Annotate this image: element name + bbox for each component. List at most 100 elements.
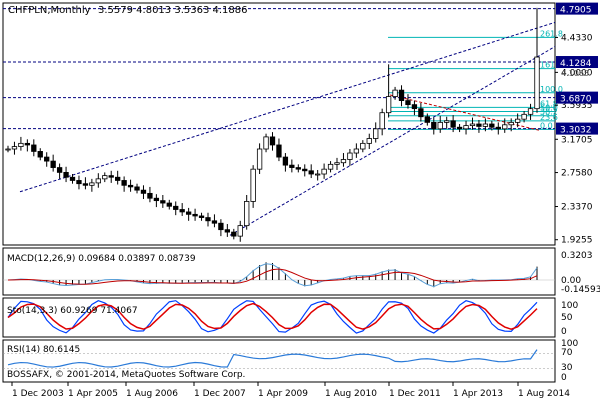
candle-body [153,197,160,202]
rsi-tick-label: 30 [561,363,573,373]
stoch-signal [7,302,538,331]
candle-body [102,175,108,180]
candle-body [534,56,540,110]
price-tick-label: 4.4330 [561,33,593,43]
price-badge [556,122,598,135]
price-badge-label: 3.6870 [560,95,592,105]
candle-body [250,168,256,202]
candle-body [366,138,372,144]
candle-body [437,121,443,130]
chart-header-ohlc: 3.5579 4.8013 3.5363 4.1886 [98,5,248,16]
time-tick-label: 1 Aug 2014 [518,389,570,399]
candle-body [521,113,527,120]
red-trendline [389,94,541,131]
candle-body [353,148,360,154]
candle-body [37,151,43,158]
fib-label: 100.0 [540,85,563,94]
candle-body [379,112,385,130]
time-tick-label: 1 Dec 2011 [389,389,441,399]
stoch-main [7,300,538,334]
price-badge [556,56,598,69]
stoch-panel-frame [2,297,556,338]
macd-line [7,263,538,288]
channel-lower [229,46,556,236]
main-panel-frame [2,2,556,246]
stoch-tick-label: 0 [561,327,567,337]
stoch-tick-label: 100 [561,301,578,311]
macd-panel-frame [2,247,556,296]
macd-signal [7,268,538,285]
candle-body [373,128,379,139]
rsi-tick-label: 70 [561,348,573,358]
candle-body [295,167,301,170]
candle-body [134,186,140,191]
candle-body [334,162,340,165]
candle-body [469,123,476,127]
candle-body [418,108,424,118]
candle-body [431,121,437,130]
fib-label: 61.8 [540,99,558,108]
candle-body [308,170,314,175]
candle-body [385,96,392,114]
candle-body [489,123,495,128]
price-candles [5,7,540,242]
candle-body [56,167,63,173]
candle-body [198,215,205,218]
candle-body [444,120,450,123]
candle-body [463,125,469,130]
candle-body [50,160,56,168]
price-tick-label: 3.1705 [561,135,593,145]
price-badge [556,91,598,104]
candle-body [237,225,243,237]
price-tick-label: 3.5935 [561,101,593,111]
fibonacci-levels: 261.8 161.8 100.0 61.850.038.223.60.0 [3,8,563,130]
candle-body [502,124,508,130]
candle-body [82,183,89,186]
candle-body [44,156,50,162]
candle-body [392,89,398,97]
candle-body [89,182,95,186]
time-tick-label: 1 Apr 2013 [453,389,503,399]
candle-body [398,89,405,102]
candle-body [476,123,482,127]
time-tick-label: 1 Aug 2006 [126,389,178,399]
candle-body [456,126,463,130]
price-badge-label: 3.3032 [560,126,592,136]
fib-label: 38.2 [540,108,558,117]
candle-body [76,180,82,185]
candle-body [224,229,230,233]
fib-label: 161.8 [540,61,563,70]
time-tick-label: 1 Aug 2010 [325,389,377,399]
price-partial-label: 4.1065 [561,69,589,78]
stoch-title: Sto(14,3,3) 60.9269 71.4067 [7,306,138,316]
candle-body [508,121,514,126]
candle-body [11,146,18,150]
candle-body [263,136,269,150]
macd-tick-label: 0.3203 [561,251,593,261]
candle-body [321,168,327,175]
candle-body [63,171,69,178]
candle-body [185,211,192,215]
panel-frames [2,2,556,383]
candle-body [5,148,11,151]
rsi-tick-label: 100 [561,339,578,349]
price-tick-label: 4.0000 [561,68,593,78]
candle-body [18,142,24,147]
candle-body [289,164,295,168]
time-tick-label: 1 Apr 2009 [258,389,308,399]
macd-title: MACD(12,26,9) 0.09684 0.03897 0.08739 [7,254,196,264]
candle-body [482,123,489,127]
rsi-title: RSI(14) 80.6145 [7,345,80,355]
price-badge-label: 4.1284 [560,59,592,69]
price-tick-label: 2.7580 [561,169,593,179]
candle-body [121,180,127,186]
candle-body [302,168,308,172]
candle-body [276,144,282,158]
axes: 4.4330 4.0000 3.5935 3.1705 2.7580 2.3370 1.92… [11,2,600,399]
price-badge-label: 4.7905 [560,6,592,16]
candle-body [192,213,198,217]
candle-body [147,192,153,199]
copyright-text: BOSSAFX, © 2001-2014, MetaQuotes Softwar… [7,370,245,380]
